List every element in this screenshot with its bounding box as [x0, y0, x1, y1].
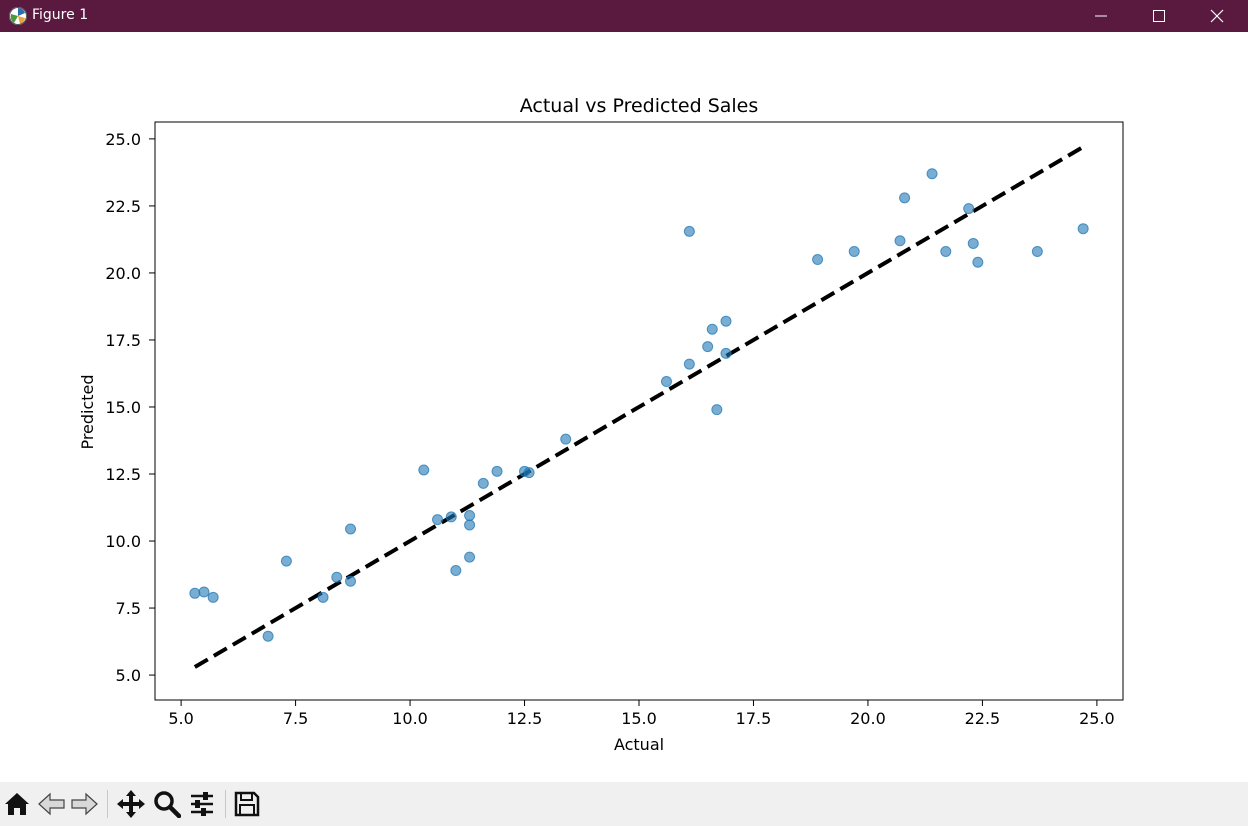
- y-tick-label: 10.0: [105, 532, 141, 551]
- y-tick-label: 25.0: [105, 130, 141, 149]
- scatter-point: [445, 511, 457, 523]
- window-titlebar: Figure 1: [0, 0, 1248, 32]
- forward-icon: [71, 792, 98, 816]
- figure-canvas: Actual vs Predicted Sales 5.0 7.5 10.0 12.5…: [78, 95, 1124, 754]
- y-axis-label: Predicted: [78, 374, 97, 449]
- window-title: Figure 1: [32, 7, 89, 23]
- scatter-point: [464, 510, 476, 522]
- scatter-point: [464, 551, 476, 563]
- x-axis-label: Actual: [614, 735, 664, 754]
- x-tick-label: 25.0: [1079, 709, 1115, 728]
- x-tick-label: 22.5: [965, 709, 1001, 728]
- matplotlib-icon: [9, 7, 27, 25]
- toolbar-separator: [225, 790, 226, 818]
- scatter-point: [848, 245, 860, 257]
- scatter-point: [464, 519, 476, 531]
- scatter-point: [720, 347, 732, 359]
- configure-subplots-icon: [191, 792, 213, 816]
- scatter-point: [418, 464, 430, 476]
- scatter-point: [683, 225, 695, 237]
- scatter-point: [280, 555, 292, 567]
- scatter-point: [1031, 245, 1043, 257]
- scatter-point: [683, 358, 695, 370]
- save-button[interactable]: [231, 788, 263, 820]
- x-tick-label: 12.5: [507, 709, 543, 728]
- zoom-icon: [154, 791, 181, 818]
- scatter-point: [345, 575, 357, 587]
- x-tick-label: 20.0: [850, 709, 886, 728]
- zoom-button[interactable]: [151, 788, 183, 820]
- scatter-point: [477, 477, 489, 489]
- scatter-point: [711, 404, 723, 416]
- scatter-point: [720, 315, 732, 327]
- close-icon: [1210, 9, 1224, 23]
- scatter-point: [812, 254, 824, 266]
- scatter-point: [345, 523, 357, 535]
- y-tick-label: 5.0: [116, 666, 141, 685]
- forward-button[interactable]: [68, 788, 100, 820]
- back-icon: [38, 792, 65, 816]
- scatter-point: [894, 235, 906, 247]
- home-button[interactable]: [1, 788, 33, 820]
- y-tick-label: 15.0: [105, 398, 141, 417]
- close-button[interactable]: [1194, 0, 1240, 32]
- reference-line: [193, 145, 1085, 669]
- back-button[interactable]: [36, 788, 68, 820]
- maximize-icon: [1153, 10, 1165, 22]
- configure-subplots-button[interactable]: [186, 788, 218, 820]
- minimize-button[interactable]: [1078, 0, 1124, 32]
- pan-icon: [117, 790, 145, 818]
- scatter-point: [331, 571, 343, 583]
- scatter-point: [963, 203, 975, 215]
- scatter-point: [660, 376, 672, 388]
- x-tick-label: 7.5: [283, 709, 308, 728]
- scatter-point: [198, 586, 210, 598]
- scatter-point: [523, 467, 535, 479]
- scatter-point: [972, 256, 984, 268]
- x-tick-label: 10.0: [392, 709, 428, 728]
- scatter-points-layer: [189, 168, 1089, 642]
- scatter-point: [207, 591, 219, 603]
- scatter-point: [189, 587, 201, 599]
- scatter-point: [926, 168, 938, 180]
- scatter-point: [940, 245, 952, 257]
- y-tick-label: 7.5: [116, 599, 141, 618]
- chart-title: Actual vs Predicted Sales: [520, 95, 759, 117]
- scatter-point: [967, 237, 979, 249]
- scatter-point: [702, 341, 714, 353]
- x-tick-label: 15.0: [621, 709, 657, 728]
- pan-button[interactable]: [115, 788, 147, 820]
- navigation-toolbar: [0, 782, 1248, 826]
- y-tick-label: 17.5: [105, 331, 141, 350]
- toolbar-separator: [107, 790, 108, 818]
- scatter-point: [1077, 223, 1089, 235]
- reference-line-layer: [193, 145, 1085, 669]
- save-icon: [234, 791, 260, 817]
- scatter-point: [450, 565, 462, 577]
- scatter-point: [317, 591, 329, 603]
- y-tick-label: 20.0: [105, 264, 141, 283]
- scatter-point: [899, 192, 911, 204]
- x-axis-ticks: 5.0 7.5 10.0 12.5 15.0 17.5 20.0 22.5 25.0: [168, 700, 1115, 728]
- minimize-icon: [1095, 15, 1107, 17]
- x-tick-label: 5.0: [168, 709, 193, 728]
- home-icon: [5, 793, 29, 815]
- maximize-button[interactable]: [1136, 0, 1182, 32]
- y-tick-label: 22.5: [105, 197, 141, 216]
- x-tick-label: 17.5: [736, 709, 772, 728]
- y-axis-ticks: 5.0 7.5 10.0 12.5 15.0 17.5 20.0 22.5 25.0: [105, 130, 155, 685]
- scatter-point: [491, 465, 503, 477]
- scatter-point: [432, 514, 444, 526]
- y-tick-label: 12.5: [105, 465, 141, 484]
- scatter-point: [262, 630, 274, 642]
- scatter-point: [706, 323, 718, 335]
- scatter-point: [560, 433, 572, 445]
